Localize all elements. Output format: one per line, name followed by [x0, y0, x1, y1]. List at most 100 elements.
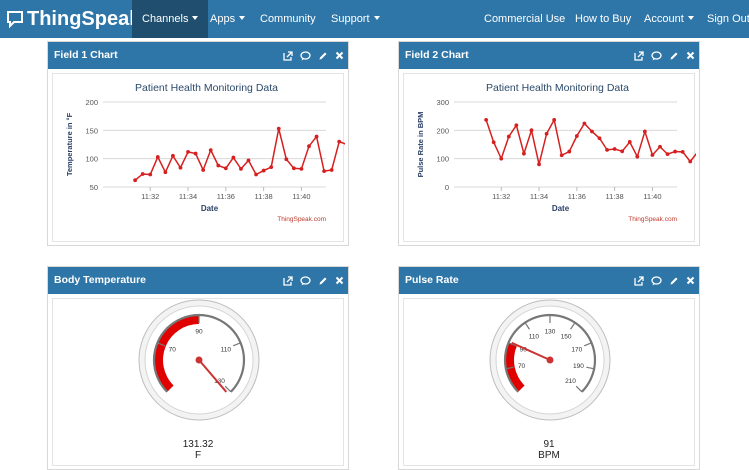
close-icon[interactable] [686, 276, 695, 285]
data-point [155, 155, 160, 159]
thingspeak-logo[interactable]: ThingSpeak™ [6, 6, 150, 32]
gauge-unit: F [194, 450, 202, 461]
external-link-icon[interactable] [283, 275, 293, 286]
close-icon[interactable] [335, 276, 344, 285]
gauge-tick-label: 110 [221, 346, 232, 353]
data-point [299, 166, 304, 171]
gauge-unit: BPM [538, 450, 560, 461]
nav-how-to-buy[interactable]: How to Buy [575, 0, 631, 38]
nav-apps[interactable]: Apps [210, 0, 246, 38]
x-tick-label: 11:38 [606, 192, 624, 201]
data-point [597, 136, 602, 141]
pencil-icon[interactable] [318, 276, 328, 286]
gauge-tick-label: 130 [214, 378, 225, 385]
pencil-icon[interactable] [669, 276, 679, 286]
data-point [635, 154, 640, 159]
gauge-tick-label: 70 [169, 346, 177, 353]
nav-community[interactable]: Community [260, 0, 316, 38]
gauge-tick [524, 322, 530, 330]
panel-header: Field 1 Chart [48, 42, 348, 69]
data-point [506, 134, 511, 139]
data-point [223, 166, 228, 171]
panel-title: Field 1 Chart [54, 49, 118, 61]
data-point [673, 149, 678, 154]
y-tick-label: 300 [436, 98, 449, 107]
nav-support-label: Support [331, 13, 370, 25]
data-point [314, 134, 319, 139]
nav-apps-label: Apps [210, 13, 236, 25]
external-link-icon[interactable] [634, 275, 644, 286]
temperature-gauge: 70 90 110 130 [138, 299, 260, 421]
x-tick-label: 11:34 [179, 192, 197, 201]
panel-title: Body Temperature [54, 274, 146, 286]
data-point [329, 168, 334, 172]
field2-line-chart: Patient Health Monitoring Data 300 200 100 0… [416, 82, 696, 223]
data-point [620, 149, 625, 154]
data-point [140, 172, 145, 176]
comment-icon[interactable] [651, 275, 662, 286]
y-axis-label: Pulse Rate in BPM [416, 112, 425, 178]
pulse-rate-panel: Pulse Rate 70 90 110 130 150 170 190 210 91 BPM [398, 266, 700, 470]
chat-bubble-icon [7, 11, 23, 28]
field1-chart-panel: Field 1 Chart Patient Health Monitoring … [47, 41, 349, 246]
gauge-tick [505, 366, 514, 370]
external-link-icon[interactable] [283, 50, 293, 61]
panel-header: Body Temperature [48, 267, 348, 294]
data-point [337, 139, 342, 144]
gauge-needle-hub [195, 356, 203, 364]
data-point [514, 123, 519, 128]
data-point [612, 147, 617, 151]
data-point [322, 169, 327, 174]
gauge-tick [157, 342, 166, 347]
data-point [499, 156, 504, 161]
gauge-tick-label: 190 [573, 363, 584, 370]
gauge-value: 131.32 [182, 439, 214, 450]
comment-icon[interactable] [651, 50, 662, 61]
data-point [642, 129, 647, 134]
nav-sign-out[interactable]: Sign Out [707, 0, 749, 38]
data-point [522, 151, 526, 156]
data-point [605, 147, 609, 152]
field1-line-chart: Patient Health Monitoring Data 200 150 100 5… [65, 82, 345, 223]
data-point [178, 165, 183, 170]
close-icon[interactable] [686, 51, 695, 60]
gauge-needle-hub [546, 356, 554, 364]
close-icon[interactable] [335, 51, 344, 60]
data-point [269, 165, 274, 170]
external-link-icon[interactable] [634, 50, 644, 61]
nav-account[interactable]: Account [644, 0, 694, 38]
data-point [688, 159, 693, 164]
x-axis-label: Date [201, 204, 219, 213]
gauge-tick [224, 385, 232, 393]
nav-support[interactable]: Support [331, 0, 380, 38]
panel-title: Field 2 Chart [405, 49, 469, 61]
data-point [276, 126, 281, 131]
top-navbar: ThingSpeak™ Channels Apps Community Supp… [0, 0, 749, 38]
data-point [491, 140, 496, 145]
data-point [186, 149, 190, 154]
nav-channels-label: Channels [142, 13, 189, 25]
data-point [239, 166, 243, 171]
pencil-icon[interactable] [318, 51, 328, 61]
data-point [544, 131, 549, 136]
data-point [231, 155, 236, 160]
comment-icon[interactable] [300, 275, 311, 286]
chart-title: Patient Health Monitoring Data [135, 82, 278, 94]
gauge-tick-label: 170 [571, 346, 582, 353]
gauge-value: 91 [543, 439, 555, 450]
comment-icon[interactable] [300, 50, 311, 61]
chevron-down-icon [687, 16, 694, 20]
data-point [208, 148, 213, 153]
pencil-icon[interactable] [669, 51, 679, 61]
chart-body: Patient Health Monitoring Data 300 200 100 0… [403, 73, 696, 242]
nav-commercial-use[interactable]: Commercial Use [484, 0, 565, 38]
data-point [193, 151, 198, 156]
data-point [254, 172, 258, 177]
nav-channels[interactable]: Channels [132, 0, 209, 38]
data-point [284, 157, 289, 162]
data-point [590, 129, 594, 134]
gauge-tick-label: 70 [518, 363, 526, 370]
body-temperature-panel: Body Temperature 70 90 110 130 131.32 F [47, 266, 349, 470]
gauge-tick [570, 322, 576, 330]
